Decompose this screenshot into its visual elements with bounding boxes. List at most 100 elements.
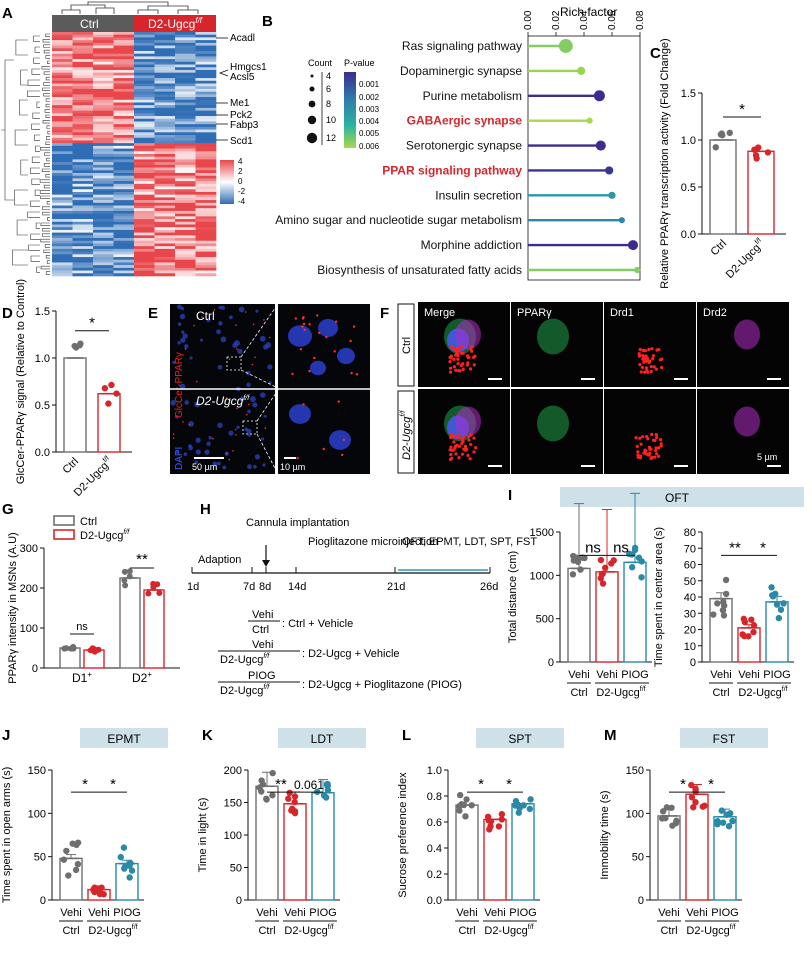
heatmap-cell xyxy=(113,246,135,250)
heatmap-cell xyxy=(52,97,73,101)
drd1-signal xyxy=(639,442,643,446)
zoom-nucleus xyxy=(289,404,311,424)
epmt-chart: EPMT 0 50 100 150 * * Time spent in open arms (… xyxy=(1,728,168,937)
heatmap-cell xyxy=(52,83,73,87)
heatmap-cell xyxy=(154,259,176,263)
drd1-signal xyxy=(467,438,471,442)
data-point xyxy=(263,796,270,803)
panel-letter-l: L xyxy=(402,727,411,744)
nucleus xyxy=(216,329,221,335)
drd1-signal xyxy=(448,366,453,370)
heatmap-cell xyxy=(113,64,135,68)
heatmap-cell xyxy=(154,143,176,147)
scale-label: -4 xyxy=(238,197,246,206)
heatmap-cell xyxy=(154,197,176,201)
heatmap-cell xyxy=(154,210,176,214)
heatmap-cell xyxy=(72,232,94,236)
heatmap-cell xyxy=(134,32,155,36)
heatmap-cell xyxy=(195,235,217,239)
heatmap-cell xyxy=(175,64,196,68)
x-label: Ctrl xyxy=(62,925,79,937)
heatmap-cell xyxy=(72,129,94,133)
bar xyxy=(311,792,335,901)
heatmap-cell xyxy=(113,181,135,185)
drd1-signal xyxy=(660,365,664,370)
heatmap-cell xyxy=(113,34,135,38)
heatmap-cell xyxy=(113,172,135,176)
drd1-signal xyxy=(462,435,466,439)
y-tick-label: 1.0 xyxy=(427,765,442,777)
heatmap-cell xyxy=(195,56,217,60)
heatmap-cell xyxy=(154,224,176,228)
heatmap-cell xyxy=(175,159,196,163)
heatmap-cell xyxy=(113,99,135,103)
heatmap-cell xyxy=(134,248,155,252)
heatmap-cell xyxy=(113,154,135,158)
heatmap-cell xyxy=(52,102,73,106)
heatmap-cell xyxy=(113,94,135,98)
heatmap-cell xyxy=(52,137,73,141)
drd1-signal xyxy=(641,357,645,361)
y-axis-label: Time spent in center area (s) xyxy=(653,527,665,667)
heatmap-cell xyxy=(93,267,114,271)
data-point xyxy=(63,645,70,652)
drd1-signal xyxy=(469,433,473,437)
sig-label: * xyxy=(478,776,484,793)
nucleus xyxy=(216,461,221,466)
heatmap-cell xyxy=(52,118,73,122)
y-tick-label: 40 xyxy=(684,592,696,604)
heatmap-cell xyxy=(52,246,73,250)
heatmap-cell xyxy=(72,170,94,174)
nucleus xyxy=(267,364,273,370)
heatmap-cell xyxy=(93,45,114,49)
pathway-label: Biosynthesis of unsaturated fatty acids xyxy=(317,263,522,277)
heatmap-cell xyxy=(195,219,217,223)
heatmap-cell xyxy=(113,208,135,212)
heatmap-cell xyxy=(134,53,155,57)
heatmap-cell xyxy=(113,78,135,82)
heatmap-cell xyxy=(113,227,135,231)
heatmap-cell xyxy=(52,132,73,136)
heatmap-cell xyxy=(93,183,114,187)
panel-letter-m: M xyxy=(604,727,617,744)
signal-dot xyxy=(342,438,346,442)
drd1-signal xyxy=(639,370,643,374)
signal-dot xyxy=(322,447,325,451)
heatmap-cell xyxy=(72,78,94,82)
heatmap-cell xyxy=(134,50,155,54)
heatmap-cell xyxy=(93,159,114,163)
data-point xyxy=(710,611,717,618)
heatmap-cell xyxy=(52,64,73,68)
heatmap-cell xyxy=(72,56,94,60)
heatmap-cell xyxy=(113,105,135,109)
pparg-signal xyxy=(537,318,569,355)
nucleus xyxy=(175,450,179,454)
data-point xyxy=(498,810,506,818)
heatmap-cell xyxy=(72,183,94,187)
heatmap-cell xyxy=(154,126,176,130)
heatmap-cell xyxy=(113,97,135,101)
heatmap-cell xyxy=(72,88,94,92)
heatmap-cell xyxy=(154,50,176,54)
heatmap-cell xyxy=(72,172,94,176)
heatmap-cell xyxy=(195,183,217,187)
heatmap-cell xyxy=(72,227,94,231)
heatmap-cell xyxy=(195,42,217,46)
signal-dot xyxy=(235,324,237,326)
heatmap-cell xyxy=(52,59,73,63)
y-tick-label: 0.4 xyxy=(427,843,442,855)
data-point xyxy=(495,823,503,830)
heatmap-cell xyxy=(52,99,73,103)
data-point xyxy=(726,810,734,817)
heatmap-cell xyxy=(195,97,217,101)
heatmap-cell xyxy=(175,94,196,98)
pparg-signal xyxy=(537,405,569,442)
heatmap-cell xyxy=(134,86,155,90)
heatmap-cell xyxy=(134,191,155,195)
data-point xyxy=(526,805,534,813)
pathway-label: Amino sugar and nucleotide sugar metabol… xyxy=(275,213,522,227)
heatmap-cell xyxy=(52,162,73,166)
heatmap-cell xyxy=(134,235,155,239)
y-tick-label: 0 xyxy=(638,895,644,907)
heatmap-cell xyxy=(175,86,196,90)
